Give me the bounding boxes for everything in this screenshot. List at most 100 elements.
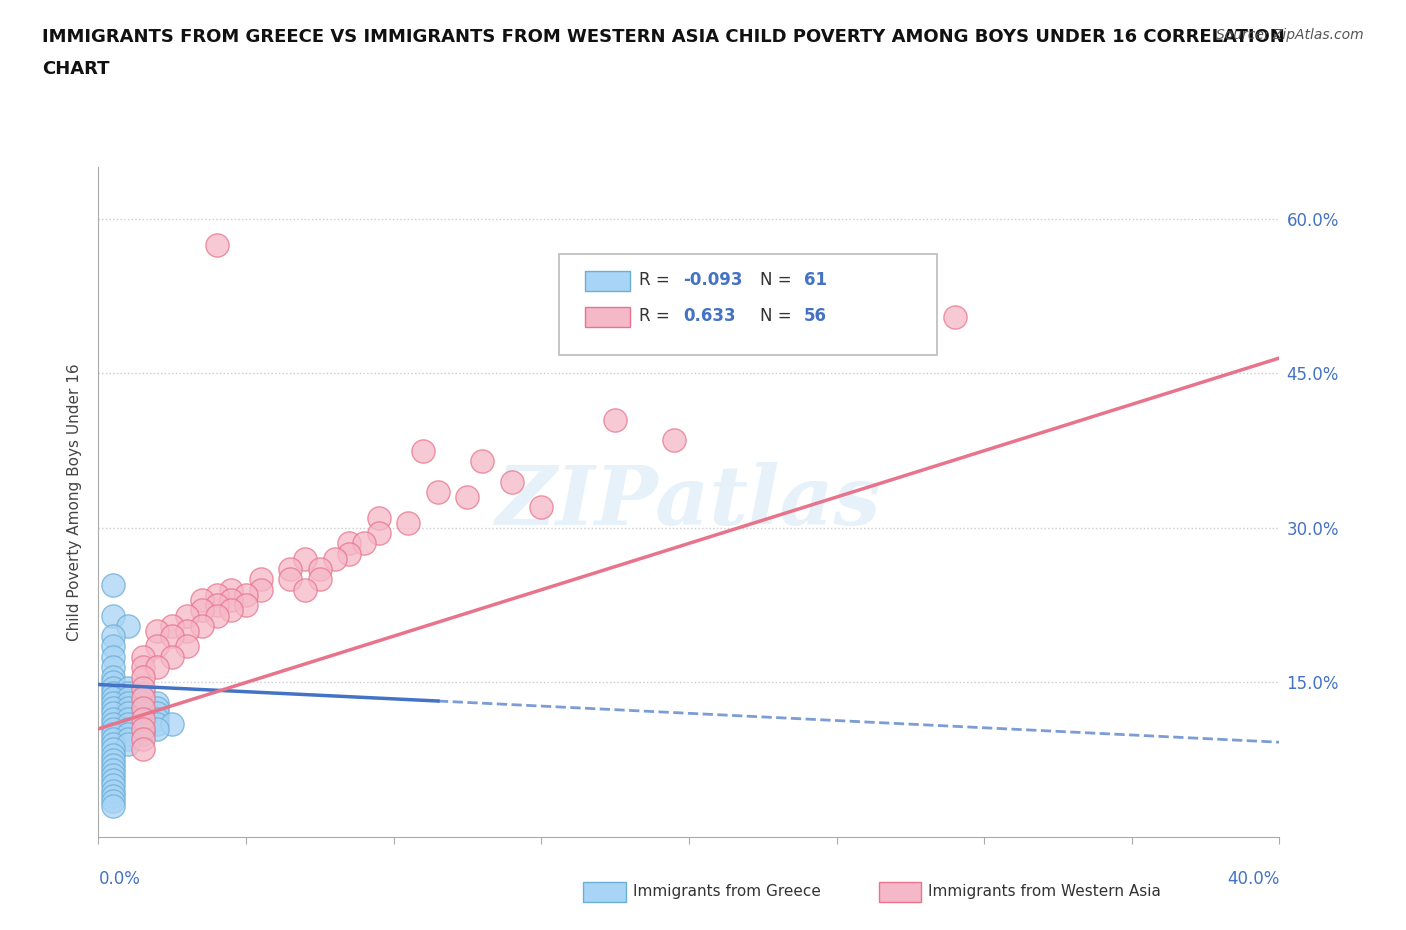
FancyBboxPatch shape (585, 307, 630, 326)
Point (664, 433, 686, 448)
Point (205, 608, 228, 623)
Point (103, 711, 125, 726)
FancyBboxPatch shape (585, 271, 630, 290)
Point (339, 546, 360, 561)
Point (132, 701, 155, 716)
Point (103, 793, 125, 808)
Point (132, 701, 155, 716)
Point (103, 757, 125, 772)
Point (146, 711, 169, 726)
Point (605, 412, 627, 427)
Point (117, 732, 139, 747)
Point (250, 582, 273, 597)
Point (176, 639, 198, 654)
Point (117, 737, 139, 751)
Point (353, 536, 375, 551)
Point (943, 310, 966, 325)
Text: 40.0%: 40.0% (1227, 870, 1279, 887)
Point (219, 592, 242, 607)
Point (191, 603, 214, 618)
Point (132, 722, 155, 737)
Point (146, 701, 169, 716)
Point (117, 696, 139, 711)
Point (132, 696, 155, 711)
Text: CHART: CHART (42, 60, 110, 78)
Text: Source: ZipAtlas.com: Source: ZipAtlas.com (1216, 28, 1364, 42)
Text: 61: 61 (803, 271, 827, 289)
Point (471, 454, 494, 469)
Point (132, 732, 155, 747)
Point (103, 706, 125, 721)
Point (162, 618, 183, 633)
Text: IMMIGRANTS FROM GREECE VS IMMIGRANTS FROM WESTERN ASIA CHILD POVERTY AMONG BOYS : IMMIGRANTS FROM GREECE VS IMMIGRANTS FRO… (42, 28, 1285, 46)
Point (103, 752, 125, 767)
Point (146, 639, 169, 654)
Point (339, 536, 360, 551)
Text: N =: N = (759, 271, 797, 289)
Point (132, 649, 155, 664)
Point (146, 706, 169, 721)
Point (103, 763, 125, 777)
FancyBboxPatch shape (560, 255, 936, 355)
Point (162, 716, 183, 731)
Point (146, 696, 169, 711)
Point (146, 623, 169, 638)
Point (309, 562, 332, 577)
Text: N =: N = (759, 307, 797, 326)
Point (132, 716, 155, 731)
Point (205, 588, 228, 603)
Text: Immigrants from Western Asia: Immigrants from Western Asia (928, 884, 1161, 899)
Text: 0.0%: 0.0% (98, 870, 141, 887)
Point (117, 726, 139, 741)
Point (132, 706, 155, 721)
Text: R =: R = (640, 307, 675, 326)
Point (103, 747, 125, 762)
Point (368, 525, 391, 540)
Point (103, 716, 125, 731)
Point (103, 670, 125, 684)
Point (205, 598, 228, 613)
Point (427, 485, 450, 499)
Point (412, 444, 434, 458)
Text: R =: R = (640, 271, 675, 289)
Point (191, 618, 214, 633)
Point (132, 742, 155, 757)
Point (278, 572, 302, 587)
Point (219, 582, 242, 597)
Text: 0.633: 0.633 (683, 307, 735, 326)
Point (176, 608, 198, 623)
Point (103, 737, 125, 751)
Point (117, 680, 139, 695)
Point (117, 618, 139, 633)
Point (132, 690, 155, 705)
Point (825, 330, 848, 345)
Point (103, 639, 125, 654)
Point (132, 711, 155, 726)
Point (146, 716, 169, 731)
Y-axis label: Child Poverty Among Boys Under 16: Child Poverty Among Boys Under 16 (67, 364, 83, 641)
Point (235, 588, 257, 603)
Point (278, 562, 302, 577)
Point (103, 799, 125, 814)
Point (103, 675, 125, 690)
Point (146, 722, 169, 737)
Point (146, 659, 169, 674)
Point (117, 722, 139, 737)
Point (103, 722, 125, 737)
Text: ZIPatlas: ZIPatlas (496, 462, 882, 542)
Point (162, 649, 183, 664)
Point (456, 489, 478, 504)
Point (117, 706, 139, 721)
Point (235, 598, 257, 613)
Point (103, 726, 125, 741)
Point (103, 649, 125, 664)
Point (103, 732, 125, 747)
Point (103, 696, 125, 711)
Text: 56: 56 (803, 307, 827, 326)
Point (530, 500, 553, 515)
Point (103, 783, 125, 798)
Point (103, 690, 125, 705)
Point (162, 629, 183, 644)
Point (323, 551, 346, 566)
Point (205, 237, 228, 252)
